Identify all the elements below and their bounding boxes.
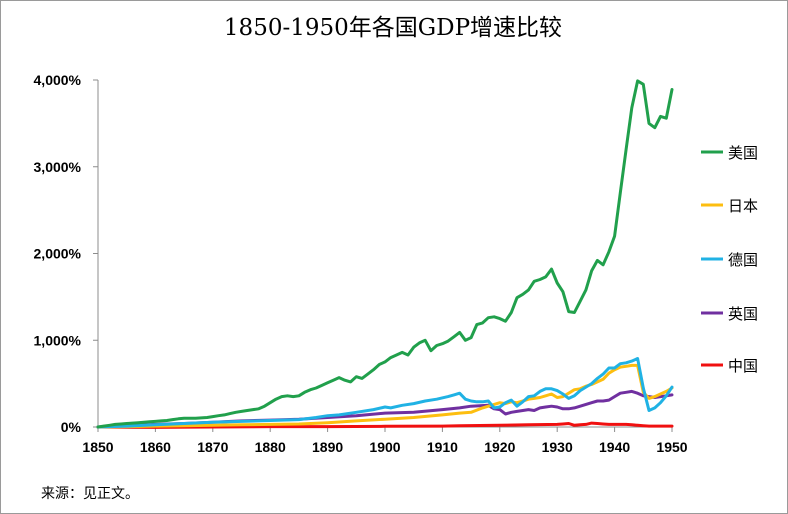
series-line-2 — [96, 363, 674, 429]
source-note: 来源：见正文。 — [41, 486, 139, 502]
x-tick-label: 1910 — [427, 439, 458, 455]
legend-label: 中国 — [728, 357, 758, 375]
legend-label: 日本 — [728, 197, 758, 215]
y-tick-label: 2,000% — [34, 246, 82, 262]
y-tick-label: 3,000% — [34, 159, 82, 175]
x-tick-label: 1930 — [542, 439, 573, 455]
x-tick-label: 1890 — [312, 439, 343, 455]
series-line-3 — [96, 357, 674, 429]
y-tick-label: 0% — [61, 419, 82, 435]
x-tick-label: 1950 — [656, 439, 687, 455]
legend-label: 德国 — [728, 251, 758, 269]
y-tick-label: 1,000% — [34, 332, 82, 348]
y-axis: 0% 1,000% 2,000% 3,000% 4,000% — [34, 72, 99, 435]
x-tick-label: 1880 — [255, 439, 286, 455]
series-lines — [96, 79, 674, 429]
x-tick-label: 1870 — [197, 439, 228, 455]
x-axis: 1850 1860 1870 1880 1890 1900 1910 1920 1930 1940… — [82, 426, 688, 455]
x-tick-label: 1940 — [599, 439, 630, 455]
series-line-4 — [96, 389, 674, 429]
x-tick-label: 1920 — [484, 439, 515, 455]
x-tick-label: 1900 — [369, 439, 400, 455]
x-tick-label: 1860 — [140, 439, 171, 455]
series-line-1 — [96, 79, 674, 429]
x-tick-label: 1850 — [82, 439, 113, 455]
legend-label: 英国 — [728, 305, 758, 323]
chart-title: 1850-1950年各国GDP增速比较 — [224, 15, 562, 41]
legend-label: 美国 — [728, 144, 758, 162]
y-tick-label: 4,000% — [34, 72, 82, 88]
series-line-5 — [96, 421, 674, 429]
